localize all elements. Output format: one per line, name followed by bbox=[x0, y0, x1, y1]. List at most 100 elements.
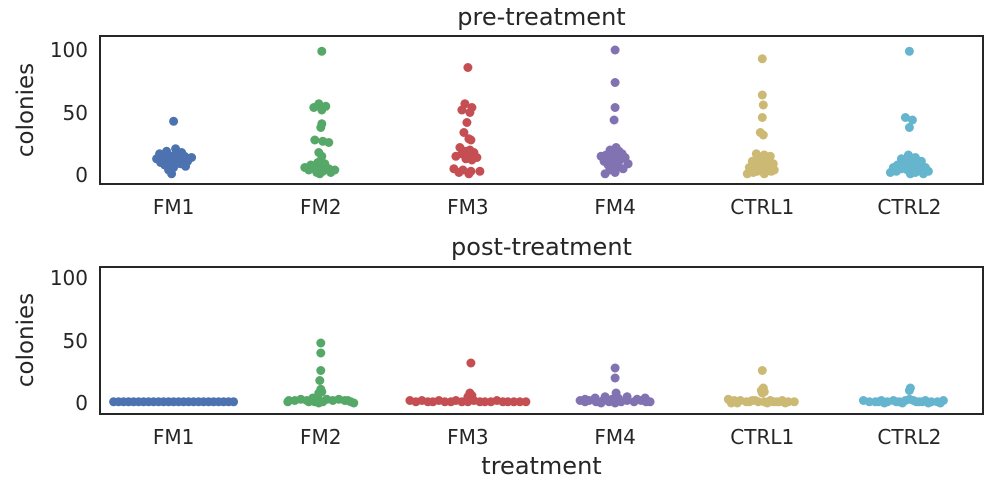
data-point bbox=[618, 164, 628, 174]
data-point bbox=[181, 161, 191, 171]
data-point bbox=[897, 398, 907, 408]
data-point bbox=[304, 397, 314, 407]
x-axis-label: treatment bbox=[481, 452, 602, 480]
data-point bbox=[521, 397, 531, 407]
series-FM4-points bbox=[596, 45, 633, 179]
data-point bbox=[610, 78, 620, 87]
series-FM3-points bbox=[449, 63, 485, 179]
data-point bbox=[873, 397, 883, 407]
series-FM1-points bbox=[152, 116, 197, 179]
data-point bbox=[885, 168, 895, 177]
series-FM2-points bbox=[283, 338, 359, 408]
x-tick-label-FM4: FM4 bbox=[594, 195, 636, 219]
data-point bbox=[750, 396, 760, 405]
data-point bbox=[467, 155, 477, 165]
data-point bbox=[907, 115, 917, 125]
x-tick-label-CTRL2: CTRL2 bbox=[877, 425, 942, 449]
data-point bbox=[622, 396, 632, 405]
data-point bbox=[645, 397, 655, 407]
data-point bbox=[600, 169, 610, 179]
data-point bbox=[457, 105, 467, 115]
x-tick-label-FM1: FM1 bbox=[152, 425, 195, 449]
data-point bbox=[229, 397, 239, 407]
data-point bbox=[757, 54, 767, 64]
series-CTRL1-points bbox=[723, 366, 799, 408]
data-point bbox=[757, 90, 767, 100]
data-point bbox=[167, 169, 177, 179]
data-point bbox=[726, 398, 736, 408]
series-FM3-points bbox=[405, 358, 531, 407]
data-point bbox=[316, 366, 326, 375]
x-tick-label-FM4: FM4 bbox=[594, 425, 636, 449]
data-point bbox=[935, 398, 945, 408]
data-point bbox=[904, 46, 914, 56]
data-point bbox=[900, 113, 910, 122]
data-point bbox=[464, 169, 474, 179]
data-point bbox=[757, 366, 767, 375]
data-point bbox=[169, 116, 179, 126]
data-point bbox=[610, 103, 620, 112]
subplot-title-post-treatment: post-treatment bbox=[451, 233, 632, 261]
data-point bbox=[758, 100, 768, 110]
data-point bbox=[317, 105, 327, 115]
data-point bbox=[904, 386, 914, 395]
data-point bbox=[629, 397, 639, 407]
data-point bbox=[315, 169, 325, 179]
data-point bbox=[310, 135, 320, 145]
data-point bbox=[328, 396, 338, 405]
data-point bbox=[757, 388, 767, 398]
data-point bbox=[343, 396, 353, 405]
data-point bbox=[454, 168, 464, 177]
series-FM4-points bbox=[575, 363, 655, 408]
data-point bbox=[316, 338, 326, 348]
x-tick-label-FM3: FM3 bbox=[447, 425, 489, 449]
axes-post-treatment bbox=[99, 266, 984, 415]
data-point bbox=[609, 115, 619, 125]
data-point bbox=[610, 373, 620, 383]
data-point bbox=[466, 358, 476, 368]
data-point bbox=[596, 398, 606, 408]
data-point bbox=[905, 169, 915, 179]
x-tick-label-CTRL1: CTRL1 bbox=[730, 425, 795, 449]
data-point bbox=[610, 363, 620, 373]
axes-pre-treatment bbox=[99, 35, 984, 185]
x-tick-label-CTRL1: CTRL1 bbox=[730, 195, 795, 219]
series-CTRL1-points bbox=[742, 54, 779, 179]
data-point bbox=[316, 348, 326, 358]
x-tick-label-CTRL2: CTRL2 bbox=[877, 195, 942, 219]
data-point bbox=[463, 63, 473, 72]
x-tick-label-FM2: FM2 bbox=[300, 425, 342, 449]
data-point bbox=[610, 168, 620, 177]
data-point bbox=[610, 45, 620, 55]
data-point bbox=[314, 398, 324, 408]
data-point bbox=[304, 165, 314, 175]
series-FM2-points bbox=[300, 46, 340, 179]
data-point bbox=[742, 169, 752, 179]
series-CTRL2-points bbox=[858, 383, 948, 408]
data-point bbox=[466, 135, 476, 145]
data-point bbox=[283, 397, 293, 407]
data-point bbox=[317, 46, 327, 56]
data-point bbox=[326, 168, 336, 177]
series-CTRL2-points bbox=[885, 46, 933, 179]
subplot-title-pre-treatment: pre-treatment bbox=[457, 3, 626, 31]
data-point bbox=[465, 108, 475, 117]
y-tick-label: 50 bbox=[62, 328, 88, 353]
data-point bbox=[774, 397, 784, 407]
data-point bbox=[584, 396, 594, 405]
swarm-points-layer-post bbox=[109, 338, 948, 408]
x-tick-label-FM2: FM2 bbox=[300, 195, 342, 219]
data-point bbox=[918, 169, 928, 179]
y-tick-label: 50 bbox=[62, 100, 88, 125]
y-tick-label: 0 bbox=[75, 391, 88, 415]
data-point bbox=[758, 130, 768, 140]
data-point bbox=[462, 118, 472, 127]
data-point bbox=[766, 166, 776, 176]
data-point bbox=[316, 123, 326, 132]
data-point bbox=[757, 113, 767, 122]
y-tick-label: 100 bbox=[49, 266, 88, 290]
data-point bbox=[459, 128, 469, 137]
y-tick-label: 100 bbox=[49, 38, 88, 62]
y-tick-label: 0 bbox=[75, 163, 88, 187]
data-point bbox=[309, 103, 319, 112]
